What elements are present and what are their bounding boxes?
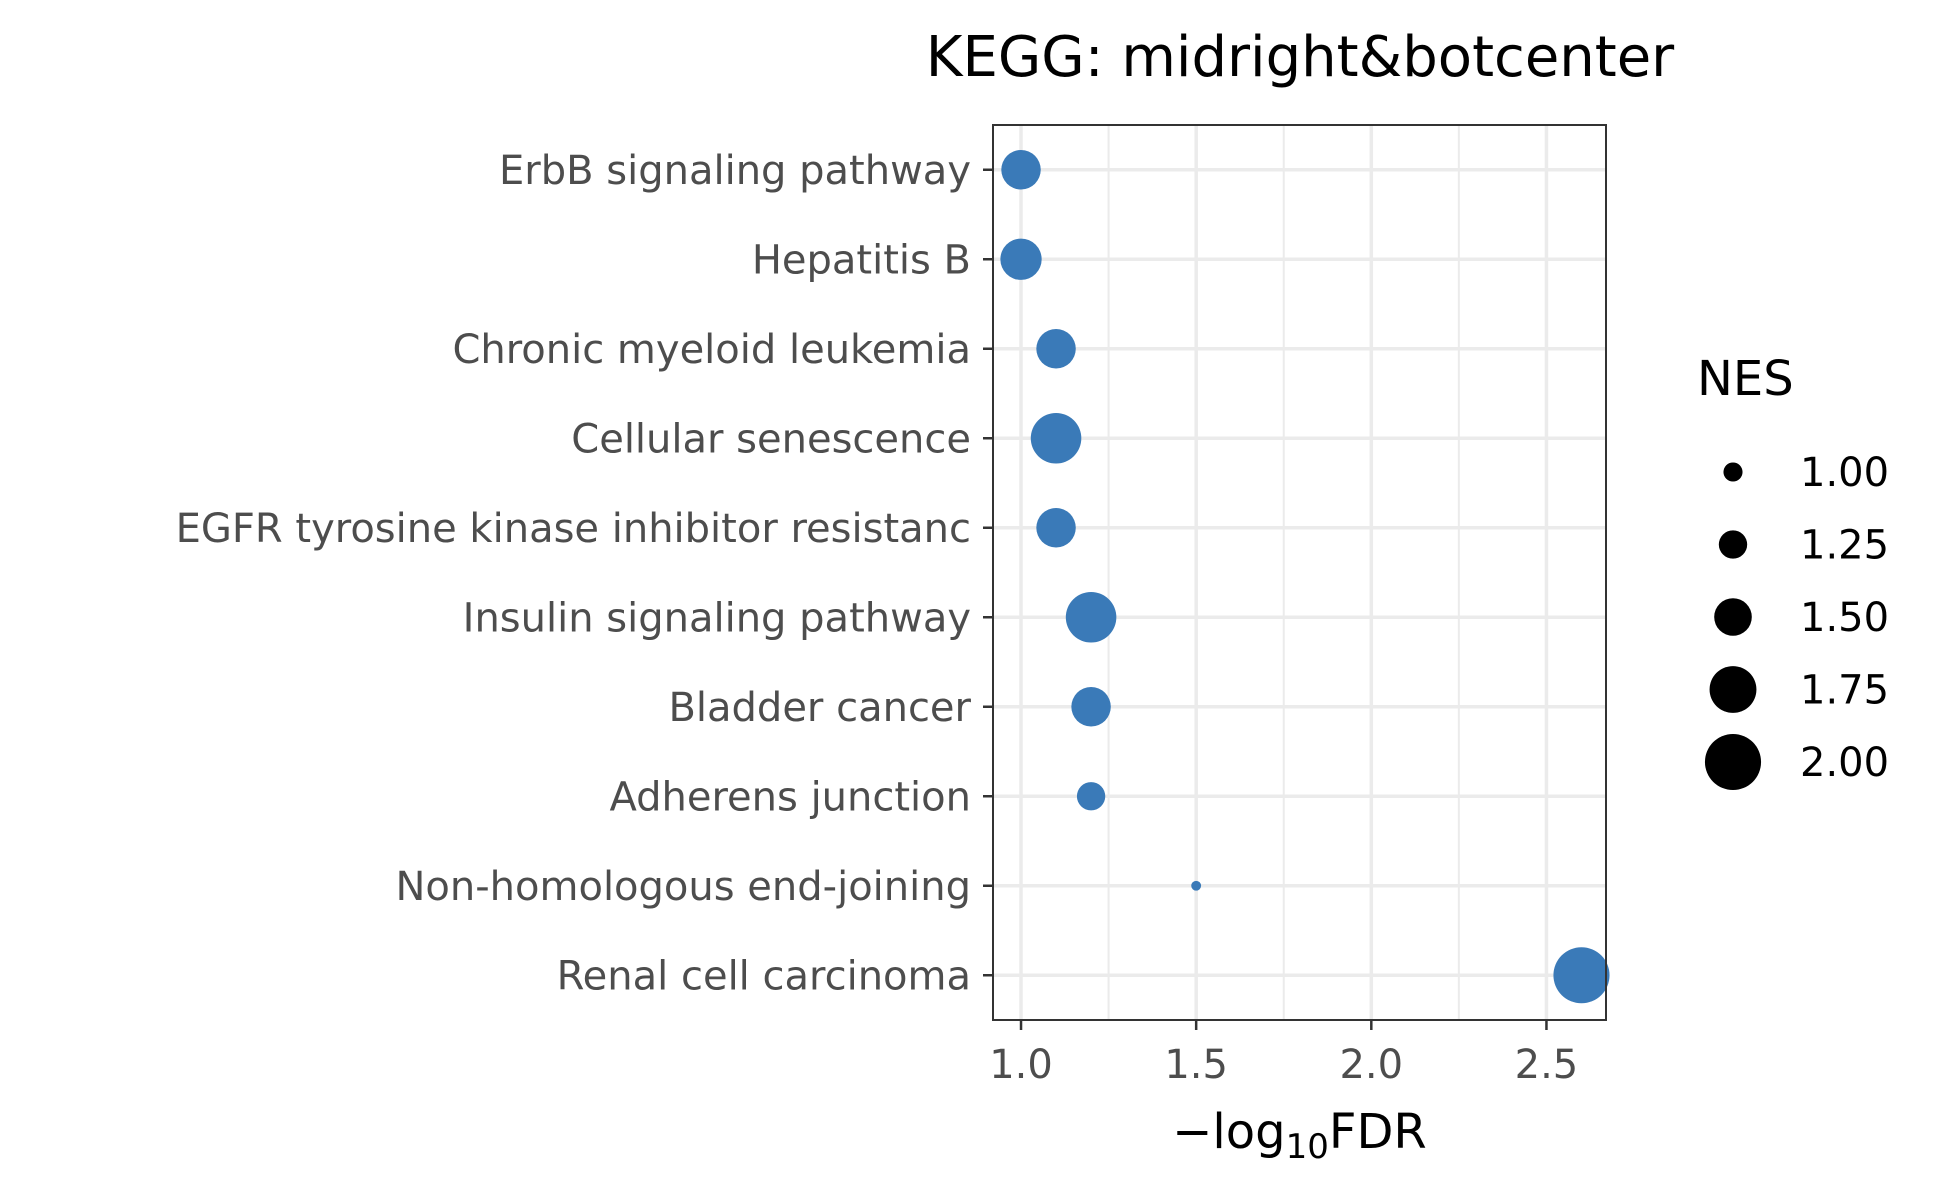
x-axis-title: −log10FDR — [1172, 1104, 1427, 1167]
plot-panel-border — [992, 124, 1607, 1021]
data-point — [1036, 508, 1076, 548]
legend-label: 1.50 — [1800, 595, 1889, 641]
legend-key — [1723, 462, 1743, 482]
y-tick-label: EGFR tyrosine kinase inhibitor resistanc — [176, 506, 971, 552]
data-point — [1036, 329, 1076, 369]
y-tick-label: Cellular senescence — [571, 416, 971, 462]
data-point — [1065, 591, 1117, 643]
y-axis-labels: ErbB signaling pathway Hepatitis B Chronic… — [176, 148, 972, 1000]
data-point — [1001, 150, 1041, 190]
grid — [993, 125, 1606, 1020]
data-point — [1030, 412, 1082, 464]
y-tick-label: Adherens junction — [609, 774, 971, 820]
legend-key — [1704, 733, 1762, 791]
legend-label: 1.00 — [1800, 450, 1889, 496]
y-tick-label: Chronic myeloid leukemia — [452, 327, 971, 373]
legend-key — [1709, 666, 1757, 713]
axis-ticks — [983, 168, 1548, 1030]
y-tick-label: Insulin signaling pathway — [463, 595, 971, 641]
data-point — [1191, 880, 1202, 891]
legend-title: NES — [1697, 351, 1794, 407]
x-tick-label: 1.0 — [989, 1042, 1053, 1088]
data-point — [1071, 687, 1111, 727]
x-axis-tick-labels: 1.0 1.5 2.0 2.5 — [989, 1042, 1578, 1088]
data-point — [1000, 238, 1042, 280]
y-tick-label: ErbB signaling pathway — [499, 148, 971, 194]
y-tick-label: Hepatitis B — [752, 237, 971, 283]
y-tick-label: Renal cell carcinoma — [557, 953, 971, 999]
size-legend: NES 1.00 1.25 1.50 1.75 2.00 — [1697, 351, 1889, 791]
legend-key — [1718, 530, 1748, 559]
legend-label: 1.75 — [1800, 668, 1889, 714]
legend-key — [1714, 598, 1752, 636]
y-tick-label: Non-homologous end-joining — [396, 864, 972, 910]
legend-label: 1.25 — [1800, 523, 1889, 569]
y-tick-label: Bladder cancer — [668, 685, 971, 731]
x-tick-label: 2.5 — [1515, 1042, 1579, 1088]
x-tick-label: 1.5 — [1164, 1042, 1228, 1088]
chart-title: KEGG: midright&botcenter — [926, 25, 1675, 90]
data-point — [1553, 947, 1610, 1004]
data-points — [1000, 150, 1610, 1004]
legend-label: 2.00 — [1800, 740, 1889, 786]
data-point — [1076, 782, 1106, 811]
x-tick-label: 2.0 — [1339, 1042, 1403, 1088]
